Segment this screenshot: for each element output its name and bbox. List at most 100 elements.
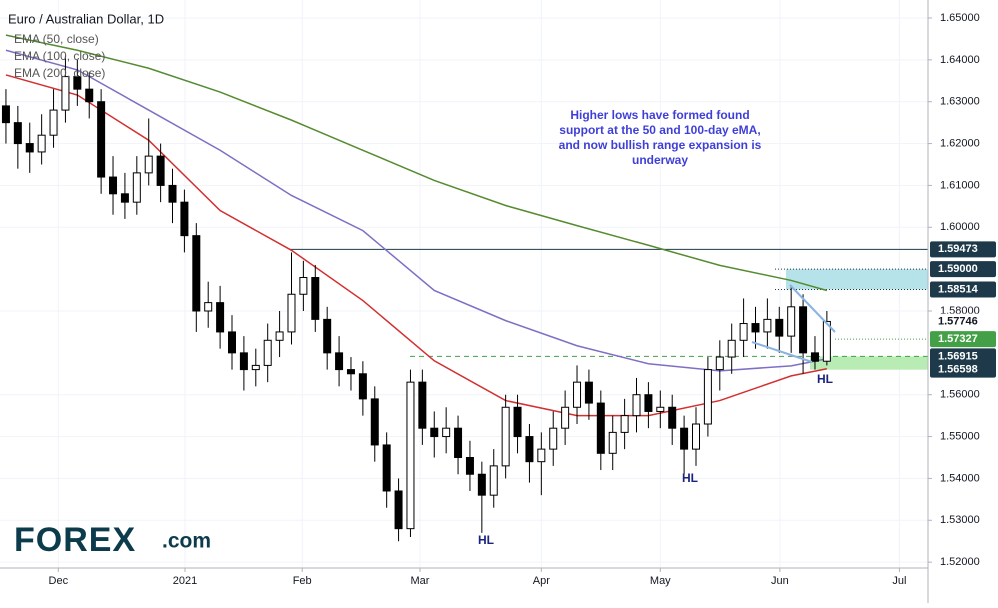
candle-body [549, 427, 558, 450]
candle-body [477, 473, 486, 496]
candle-body [204, 302, 213, 312]
candle-body [73, 76, 82, 90]
candle-body [323, 318, 332, 354]
x-tick-label: Dec [49, 575, 69, 587]
candle-body [370, 398, 379, 446]
logo-suffix: .com [162, 530, 211, 553]
price-label: 1.56598 [938, 364, 978, 376]
candle-body [228, 331, 236, 354]
candle-body [799, 306, 808, 354]
candle-body [13, 122, 22, 145]
candle-body [251, 364, 260, 371]
annotation: support at the 50 and 100-day eMA, [559, 123, 760, 137]
price-label: 1.59473 [938, 243, 978, 255]
candle-body [97, 101, 106, 178]
annotation: and now bullish range expansion is [559, 138, 762, 152]
candle-body [132, 172, 141, 203]
candle-body [25, 143, 34, 153]
candle-body [810, 352, 819, 362]
candle-body [263, 339, 272, 366]
candle-body [346, 369, 355, 375]
y-tick-label: 1.61000 [940, 179, 980, 191]
candle-body [454, 427, 463, 458]
candle-body [751, 323, 760, 333]
candle-body [715, 356, 724, 371]
candle-body [275, 331, 284, 341]
candle-body [192, 235, 201, 312]
price-label-box [930, 348, 996, 365]
candle-body [501, 406, 510, 467]
candle-body [287, 293, 296, 333]
candle-body [418, 381, 427, 429]
zone [786, 269, 928, 290]
candle-body [739, 323, 748, 341]
plot-layer [0, 0, 932, 572]
candle-body [703, 369, 712, 425]
candle-body [144, 155, 153, 174]
candle-body [430, 427, 439, 438]
candle-body [335, 352, 344, 371]
price-label-box [930, 241, 996, 258]
candle-body [216, 302, 225, 333]
y-tick-label: 1.55000 [940, 430, 980, 442]
candle-body [787, 306, 796, 337]
candle-body [727, 339, 736, 358]
y-tick-label: 1.65000 [940, 12, 980, 24]
hl-label: HL [478, 533, 494, 547]
x-tick-label: Apr [533, 575, 550, 587]
hl-label: HL [817, 372, 833, 386]
price-label: 1.56915 [938, 350, 978, 362]
candle-body [406, 381, 415, 530]
candle-body [358, 373, 367, 400]
candle-body [620, 415, 629, 433]
legend-entry: EMA (50, close) [14, 32, 99, 46]
candle-body [668, 406, 677, 429]
candle-body [1, 105, 10, 124]
candle-body [596, 402, 605, 454]
candle-body [537, 448, 546, 463]
price-label: 1.57746 [938, 316, 978, 328]
candle-body [489, 465, 498, 496]
candle-body [632, 394, 641, 417]
zone [810, 356, 928, 370]
candle-body [180, 201, 189, 237]
candle-body [644, 394, 653, 412]
candle-body [156, 155, 165, 186]
y-tick-label: 1.64000 [940, 54, 980, 66]
price-label: 1.59000 [938, 263, 978, 275]
candle-body [573, 381, 582, 408]
candle-body [239, 352, 248, 371]
candle-body [299, 277, 308, 295]
candle-body [680, 427, 689, 450]
candle-body [763, 318, 772, 333]
candle-body [561, 406, 570, 429]
y-tick-label: 1.52000 [940, 556, 980, 568]
candle-body [513, 406, 522, 438]
y-tick-label: 1.60000 [940, 221, 980, 233]
price-label-box [930, 313, 996, 330]
candle-body [822, 320, 831, 362]
candle-body [49, 109, 58, 136]
x-tick-label: Jul [892, 575, 906, 587]
candle-body [61, 76, 70, 111]
ema-line [5, 34, 828, 292]
hl-label: HL [682, 471, 698, 485]
candle-body [168, 184, 177, 203]
price-label-box [930, 331, 996, 348]
candle-body [656, 406, 665, 412]
y-tick-label: 1.56000 [940, 389, 980, 401]
x-tick-label: May [650, 575, 671, 587]
annotation: Higher lows have formed found [570, 108, 749, 122]
price-label: 1.57327 [938, 333, 978, 345]
candle-body [37, 134, 46, 153]
y-tick-label: 1.53000 [940, 514, 980, 526]
x-tick-label: Mar [411, 575, 430, 587]
trendline [789, 284, 836, 333]
x-tick-label: 2021 [173, 575, 197, 587]
candle-body [525, 436, 534, 463]
annotation: underway [632, 153, 688, 167]
chart-title: Euro / Australian Dollar, 1D [8, 11, 164, 26]
candle-body [382, 444, 391, 492]
candle-body [584, 381, 593, 404]
